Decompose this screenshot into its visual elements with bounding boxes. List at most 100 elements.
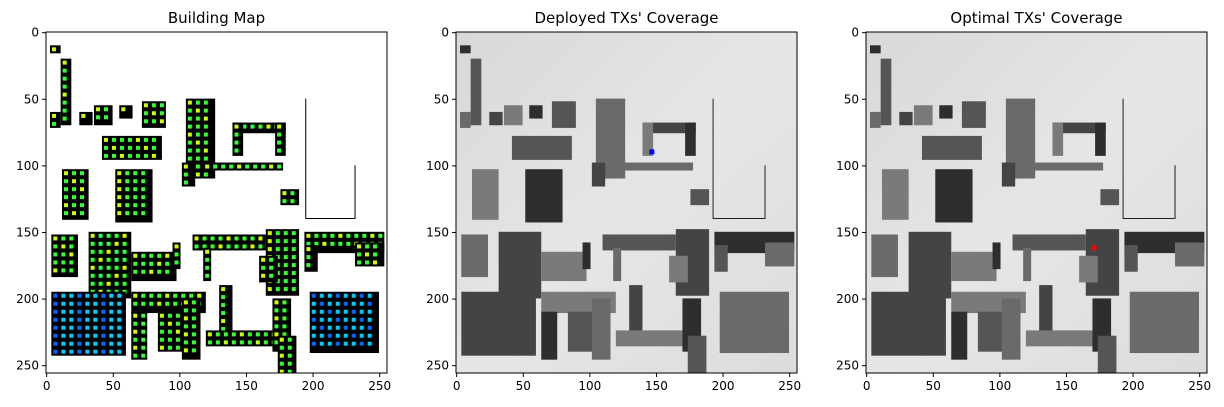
- tx-candidate-marker: [117, 341, 122, 346]
- tx-candidate-marker: [53, 252, 58, 257]
- y-tick-label: 100: [836, 159, 859, 173]
- tx-candidate-marker: [167, 345, 172, 350]
- tx-candidate-marker: [195, 156, 200, 161]
- tx-candidate-marker: [119, 137, 124, 142]
- tx-candidate-marker: [165, 301, 170, 306]
- tx-candidate-marker: [174, 260, 179, 265]
- tx-candidate-marker: [279, 361, 284, 366]
- building: [935, 169, 973, 223]
- y-tick-label: 150: [16, 225, 39, 239]
- tx-candidate-marker: [151, 119, 156, 124]
- tx-candidate-marker: [205, 164, 210, 169]
- tx-candidate-marker: [93, 309, 98, 314]
- tx-candidate-marker: [207, 332, 212, 337]
- tx-candidate-marker: [117, 179, 122, 184]
- tx-candidate-marker: [279, 369, 284, 373]
- tx-candidate-marker: [69, 301, 74, 306]
- tx-candidate-marker: [93, 333, 98, 338]
- tx-candidate-marker: [167, 313, 172, 318]
- tx-candidate-marker: [62, 68, 67, 73]
- tx-candidate-marker: [367, 341, 372, 346]
- tx-candidate-marker: [191, 332, 196, 337]
- tx-candidate-marker: [338, 241, 343, 246]
- tx-candidate-marker: [202, 244, 207, 249]
- building: [642, 122, 696, 134]
- tx-candidate-marker: [61, 268, 66, 273]
- tx-candidate-marker: [221, 327, 226, 332]
- tx-candidate-marker: [221, 287, 226, 292]
- tx-candidate-marker: [53, 236, 58, 241]
- building: [685, 122, 696, 156]
- tx-candidate-marker: [103, 137, 108, 142]
- building: [1100, 189, 1120, 206]
- tx-candidate-marker: [351, 301, 356, 306]
- tx-candidate-marker: [282, 332, 287, 337]
- building: [591, 298, 611, 360]
- tx-candidate-marker: [90, 257, 95, 262]
- x-tick-label: 150: [1055, 379, 1078, 393]
- panel-title: Optimal TXs' Coverage: [950, 9, 1122, 27]
- building: [669, 255, 688, 283]
- tx-candidate-marker: [242, 244, 247, 249]
- building: [871, 234, 898, 278]
- tx-candidate-marker: [122, 233, 127, 238]
- tx-candidate-marker: [122, 273, 127, 278]
- tx-candidate-marker: [221, 311, 226, 316]
- tx-candidate-marker: [133, 329, 138, 334]
- tx-candidate-marker: [314, 241, 319, 246]
- tx-candidate-marker: [151, 145, 156, 150]
- y-tick-label: 50: [434, 92, 449, 106]
- tx-candidate-marker: [274, 340, 279, 345]
- tx-candidate-marker: [53, 325, 58, 330]
- building: [275, 122, 286, 156]
- tx-candidate-marker: [367, 309, 372, 314]
- tx-candidate-marker: [191, 348, 196, 353]
- building: [525, 169, 563, 223]
- tx-candidate-marker: [51, 121, 56, 126]
- tx-candidate-marker: [351, 333, 356, 338]
- tx-candidate-marker: [357, 260, 362, 265]
- tx-candidate-marker: [53, 309, 58, 314]
- tx-candidate-marker: [159, 111, 164, 116]
- tx-candidate-marker: [218, 244, 223, 249]
- tx-candidate-marker: [159, 337, 164, 342]
- tx-candidate-marker: [195, 108, 200, 113]
- tx-candidate-marker: [117, 309, 122, 314]
- tx-candidate-marker: [274, 316, 279, 321]
- tx-candidate-marker: [194, 244, 199, 249]
- tx-candidate-marker: [71, 195, 76, 200]
- tx-candidate-marker: [191, 300, 196, 305]
- tx-candidate-marker: [109, 309, 114, 314]
- tx-candidate-marker: [159, 313, 164, 318]
- tx-candidate-marker: [114, 249, 119, 254]
- building: [567, 311, 595, 352]
- tx-candidate-marker: [275, 239, 280, 244]
- y-tick-label: 200: [16, 292, 39, 306]
- tx-candidate-marker: [242, 236, 247, 241]
- tx-candidate-marker: [122, 265, 127, 270]
- tx-candidate-marker: [79, 171, 84, 176]
- tx-candidate-marker: [221, 164, 226, 169]
- tx-candidate-marker: [210, 236, 215, 241]
- tx-candidate-marker: [261, 164, 266, 169]
- tx-candidate-marker: [327, 301, 332, 306]
- tx-candidate-marker: [187, 132, 192, 137]
- tx-candidate-marker: [90, 281, 95, 286]
- y-tick-label: 250: [836, 359, 859, 373]
- building: [459, 111, 471, 128]
- building: [461, 234, 488, 278]
- tx-candidate-marker: [106, 281, 111, 286]
- building-outline: [712, 98, 766, 219]
- tx-candidate-marker: [141, 261, 146, 266]
- tx-candidate-marker: [203, 116, 208, 121]
- tx-candidate-marker: [215, 332, 220, 337]
- tx-candidate-marker: [143, 119, 148, 124]
- building: [881, 169, 909, 220]
- tx-candidate-marker: [141, 269, 146, 274]
- building: [1023, 162, 1104, 171]
- tx-candidate-marker: [109, 333, 114, 338]
- tx-candidate-marker: [103, 107, 108, 112]
- building: [591, 162, 606, 187]
- tx-candidate-marker: [203, 100, 208, 105]
- tx-candidate-marker: [69, 309, 74, 314]
